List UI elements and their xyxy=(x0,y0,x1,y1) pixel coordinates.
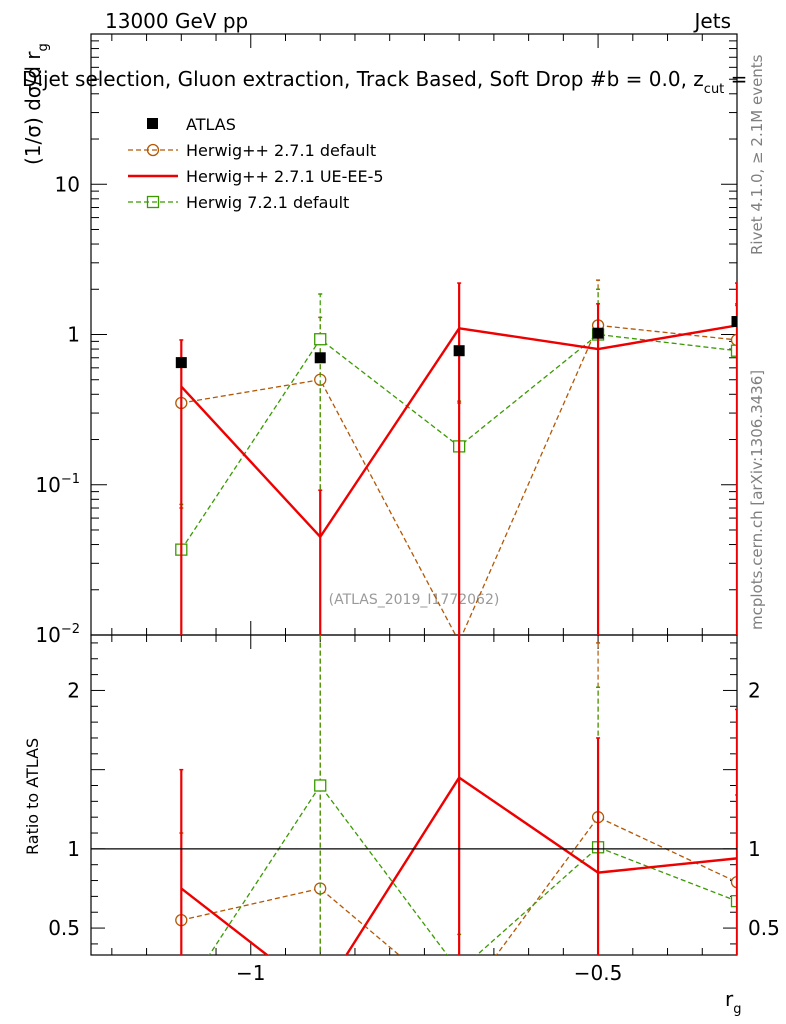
plot-title: Dijet selection, Gluon extraction, Track… xyxy=(22,67,747,97)
y-tick-label-exp: −1 xyxy=(61,472,80,487)
legend-herwig7-marker xyxy=(146,195,160,209)
atlas-data-point xyxy=(453,345,465,357)
ratio-series-line xyxy=(180,776,737,955)
main-y-axis-title: (1/σ) dσ/d rg xyxy=(21,43,51,165)
atlas-data-point xyxy=(592,327,604,339)
main-series-layer xyxy=(175,279,737,635)
legend-herwig-default-label: Herwig++ 2.7.1 default xyxy=(186,141,376,160)
ratio-series-line xyxy=(181,816,737,955)
ratio-y-tick-label: 0.5 xyxy=(48,916,80,940)
x-axis-label: r xyxy=(725,987,734,1011)
legend: ATLAS Herwig++ 2.7.1 default Herwig++ 2.… xyxy=(128,115,384,212)
ratio-series-line xyxy=(208,784,737,955)
ratio-series-layer xyxy=(175,635,737,1011)
main-marker-square xyxy=(314,333,327,346)
atlas-data-point xyxy=(175,357,187,369)
y-tick-label-base: 10 xyxy=(35,473,60,497)
rivet-label: Rivet 4.1.0, xyxy=(748,169,766,255)
ratio-marker-circle xyxy=(454,1000,465,1011)
title-main: Dijet selection, Gluon extraction, Track… xyxy=(22,67,704,91)
mcplots-label: mcplots.cern.ch [arXiv:1306.3436] xyxy=(748,370,766,630)
y-tick-label: 10−2 xyxy=(35,622,80,647)
ratio-marker-square xyxy=(730,894,737,908)
ratio-y-tick-label-right: 1 xyxy=(748,837,761,861)
atlas-data-point xyxy=(731,316,737,328)
ratio-marker-square xyxy=(314,779,327,792)
x-axis-sub: g xyxy=(733,1002,741,1017)
ratio-y-tick-label: 2 xyxy=(67,678,80,702)
rivet-version-label: Rivet 4.1.0, ≥ 2.1M events xyxy=(748,54,766,255)
ratio-marker-square xyxy=(454,965,465,976)
legend-atlas-label: ATLAS xyxy=(186,115,236,134)
category-label: Jets xyxy=(693,9,731,33)
main-marker-circle xyxy=(730,333,737,347)
y-tick-label: 1 xyxy=(67,323,80,347)
legend-herwig-ueee5-label: Herwig++ 2.7.1 UE-EE-5 xyxy=(186,167,384,186)
ratio-marker-circle xyxy=(730,875,737,889)
main-series-line xyxy=(180,324,737,539)
ratio-y-tick-label-right: 0.5 xyxy=(748,916,780,940)
legend-herwig7-label: Herwig 7.2.1 default xyxy=(186,193,349,212)
atlas-data-point xyxy=(314,352,326,364)
events-label: ≥ 2.1M events xyxy=(748,54,766,164)
axis-ticks xyxy=(91,34,738,955)
x-tick-label: −0.5 xyxy=(574,961,623,985)
legend-herwig-default-marker xyxy=(146,143,160,157)
ratio-y-tick-label: 1 xyxy=(67,837,80,861)
analysis-id: (ATLAS_2019_I1772062) xyxy=(329,592,500,608)
legend-atlas-marker xyxy=(147,118,158,129)
main-marker-square xyxy=(730,344,737,357)
main-y-axis-sub: g xyxy=(36,43,51,51)
main-series-line xyxy=(180,333,737,550)
y-tick-label-base: 10 xyxy=(35,623,60,647)
x-tick-label: −1 xyxy=(236,961,265,985)
y-tick-label: 10−1 xyxy=(35,472,80,497)
main-series-line xyxy=(181,324,737,635)
y-tick-label-exp: −2 xyxy=(61,622,80,637)
energy-label: 13000 GeV pp xyxy=(105,9,248,33)
main-y-axis-label: (1/σ) dσ/d r xyxy=(21,51,45,165)
ratio-y-tick-label-right: 2 xyxy=(748,678,761,702)
ratio-y-axis-title: Ratio to ATLAS xyxy=(23,738,42,855)
title-sub: cut xyxy=(704,82,724,97)
ratio-marker-square xyxy=(176,992,187,1003)
y-tick-label: 10 xyxy=(55,172,80,196)
x-axis-title: rg xyxy=(725,987,742,1017)
ratio-plot-frame xyxy=(90,634,738,956)
